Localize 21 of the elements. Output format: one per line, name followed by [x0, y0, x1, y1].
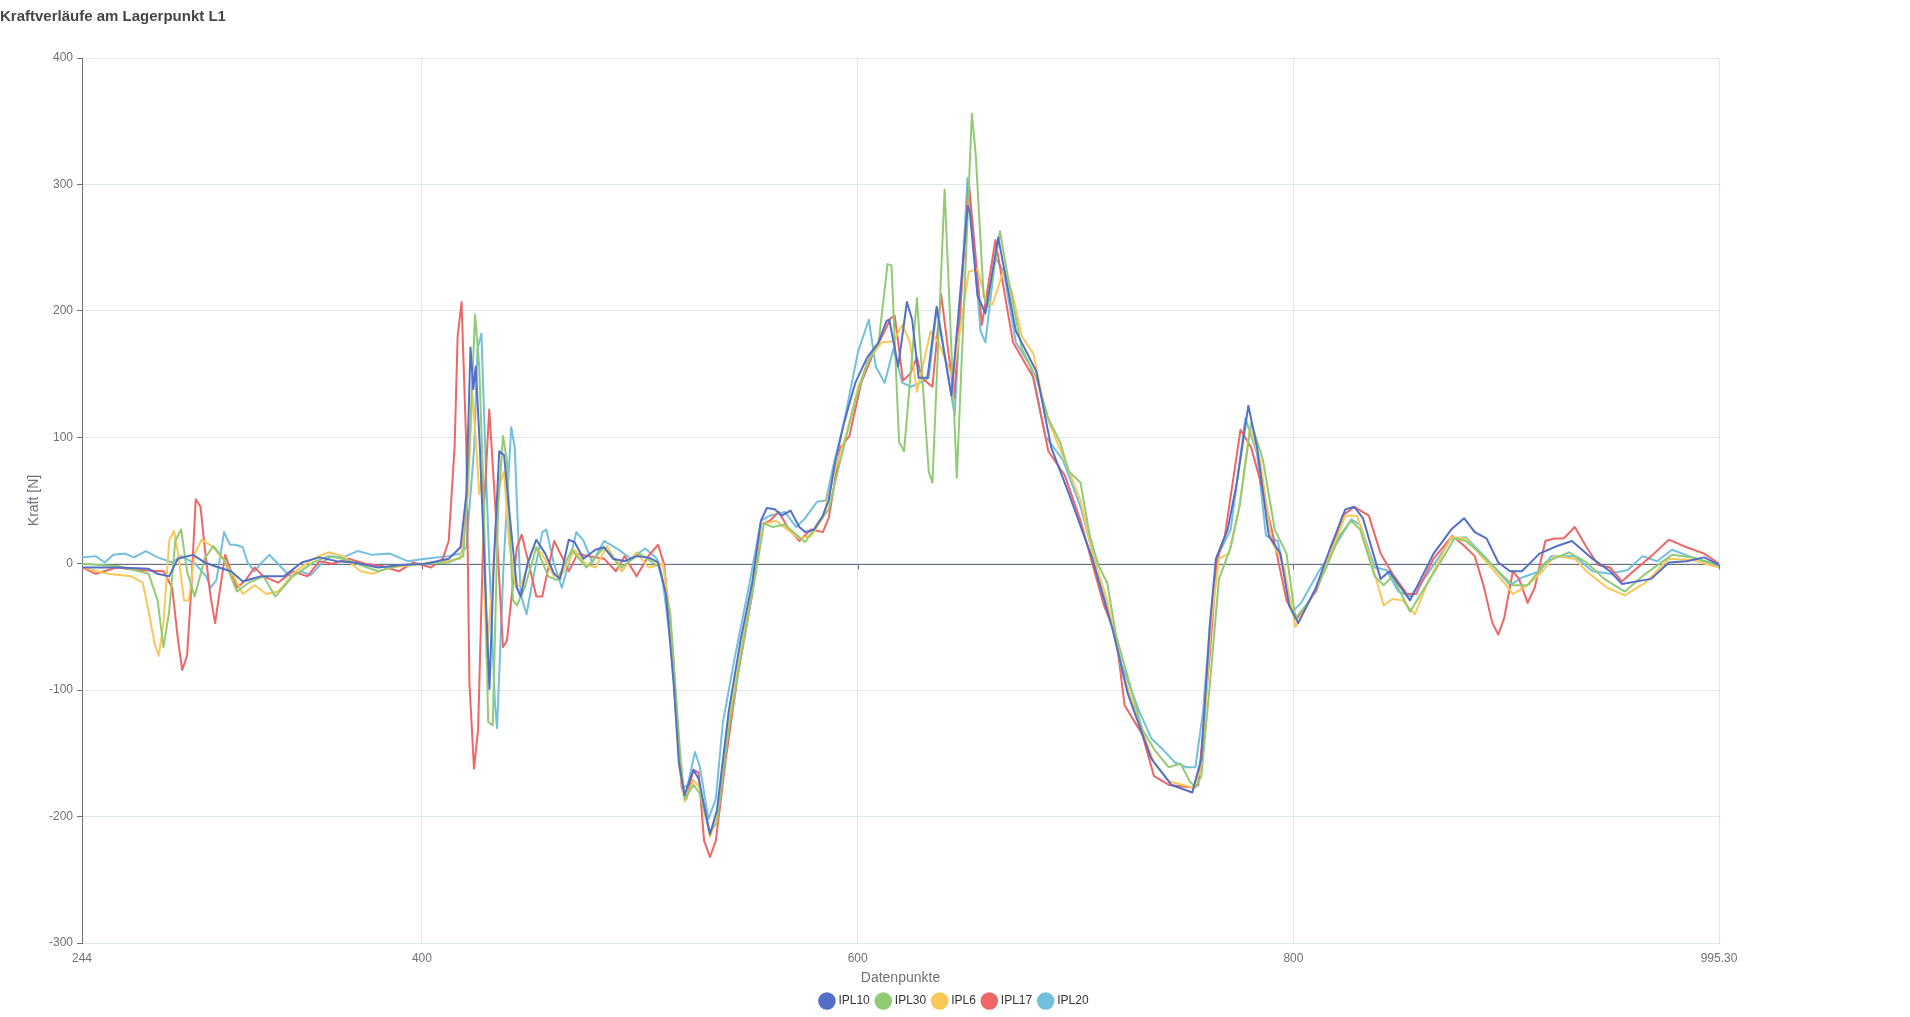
x-tick-label: 600 — [847, 950, 869, 965]
x-axis-title: Datenpunkte — [860, 969, 941, 986]
x-tick-label: 800 — [1283, 950, 1304, 965]
legend-label: IPL17 — [1000, 993, 1033, 1008]
y-tick-label: 0 — [66, 556, 74, 571]
y-tick-label: -300 — [48, 935, 74, 950]
x-tick-label: 400 — [411, 950, 433, 965]
x-tick-label: 244 — [71, 950, 93, 965]
legend-label: IPL30 — [894, 993, 927, 1008]
y-tick-label: -100 — [48, 682, 74, 697]
chart-title: Kraftverläufe am Lagerpunkt L1 — [0, 7, 226, 25]
y-tick-label: 400 — [52, 50, 74, 65]
y-tick-label: -200 — [48, 808, 74, 823]
y-tick-label: 200 — [52, 303, 74, 318]
y-tick-label: 300 — [52, 176, 74, 191]
legend-label: IPL10 — [838, 993, 871, 1008]
legend-label: IPL6 — [951, 993, 977, 1008]
y-axis-title: Kraft [N] — [25, 474, 42, 527]
legend-label: IPL20 — [1057, 993, 1089, 1008]
y-tick-label: 100 — [52, 429, 74, 444]
x-tick-label: 995.30 — [1700, 950, 1738, 965]
